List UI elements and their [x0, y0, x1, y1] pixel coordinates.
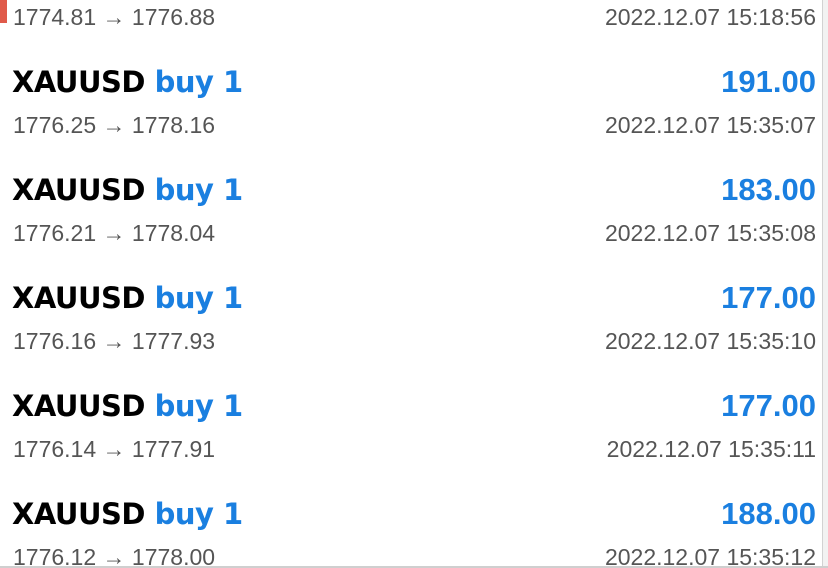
trade-close-time: 2022.12.07 15:35:08: [604, 220, 816, 246]
trade-price-range: 1776.25 → 1778.16: [13, 112, 216, 138]
trade-price-range: 1776.12 → 1778.00: [13, 544, 216, 568]
trade-row[interactable]: XAUUSD buy 1 188.00 1776.12 → 1778.00 2022.…: [0, 456, 822, 568]
trade-profit: 177.00: [721, 388, 816, 423]
trade-close-time: 2022.12.07 15:35:12: [604, 544, 816, 568]
trade-profit: 183.00: [721, 172, 816, 207]
trade-price-range: 1776.16 → 1777.93: [13, 328, 216, 354]
trade-row[interactable]: XAUUSD buy 1 183.00 1776.21 → 1778.04 2022.…: [0, 132, 822, 247]
trade-row[interactable]: XAUUSD buy 1 191.00 1776.25 → 1778.16 2022.…: [0, 24, 822, 139]
trade-price-range: 1776.14 → 1777.91: [13, 436, 216, 462]
trade-close-time: 2022.12.07 15:35:07: [604, 112, 816, 138]
trade-symbol-label: XAUUSD: [12, 65, 145, 99]
trade-side-volume: buy 1: [154, 281, 244, 315]
trade-symbol: XAUUSD buy 1: [12, 66, 243, 98]
trade-row[interactable]: XAUUSD buy 1 177.00 1776.14 → 1777.91 2022.…: [0, 348, 822, 463]
trade-profit: 177.00: [721, 280, 816, 315]
trade-symbol-label: XAUUSD: [12, 173, 145, 207]
trade-close-time: 2022.12.07 15:35:11: [606, 436, 816, 462]
trade-symbol-label: XAUUSD: [12, 389, 145, 423]
trade-price-range: 1774.81 → 1776.88: [13, 4, 216, 30]
trade-close-time: 2022.12.07 15:35:10: [604, 328, 816, 354]
trade-symbol-label: XAUUSD: [12, 281, 145, 315]
selection-accent-bar: [0, 0, 7, 23]
list-bottom-divider: [0, 566, 828, 568]
trade-symbol: XAUUSD buy 1: [12, 498, 243, 530]
trade-price-range: 1776.21 → 1778.04: [13, 220, 216, 246]
scrollbar-track[interactable]: [822, 0, 828, 568]
trade-symbol: XAUUSD buy 1: [12, 390, 243, 422]
trade-side-volume: buy 1: [154, 65, 244, 99]
trade-row[interactable]: XAUUSD buy 1 177.00 1776.16 → 1777.93 2022.…: [0, 240, 822, 355]
trade-side-volume: buy 1: [154, 173, 244, 207]
trade-close-time: 2022.12.07 15:18:56: [604, 4, 816, 30]
trade-symbol: XAUUSD buy 1: [12, 282, 243, 314]
trade-profit: 191.00: [721, 64, 816, 99]
trade-side-volume: buy 1: [154, 389, 244, 423]
trade-symbol: XAUUSD buy 1: [12, 174, 243, 206]
trade-profit: 188.00: [721, 496, 816, 531]
trade-side-volume: buy 1: [154, 497, 244, 531]
trade-symbol-label: XAUUSD: [12, 497, 145, 531]
